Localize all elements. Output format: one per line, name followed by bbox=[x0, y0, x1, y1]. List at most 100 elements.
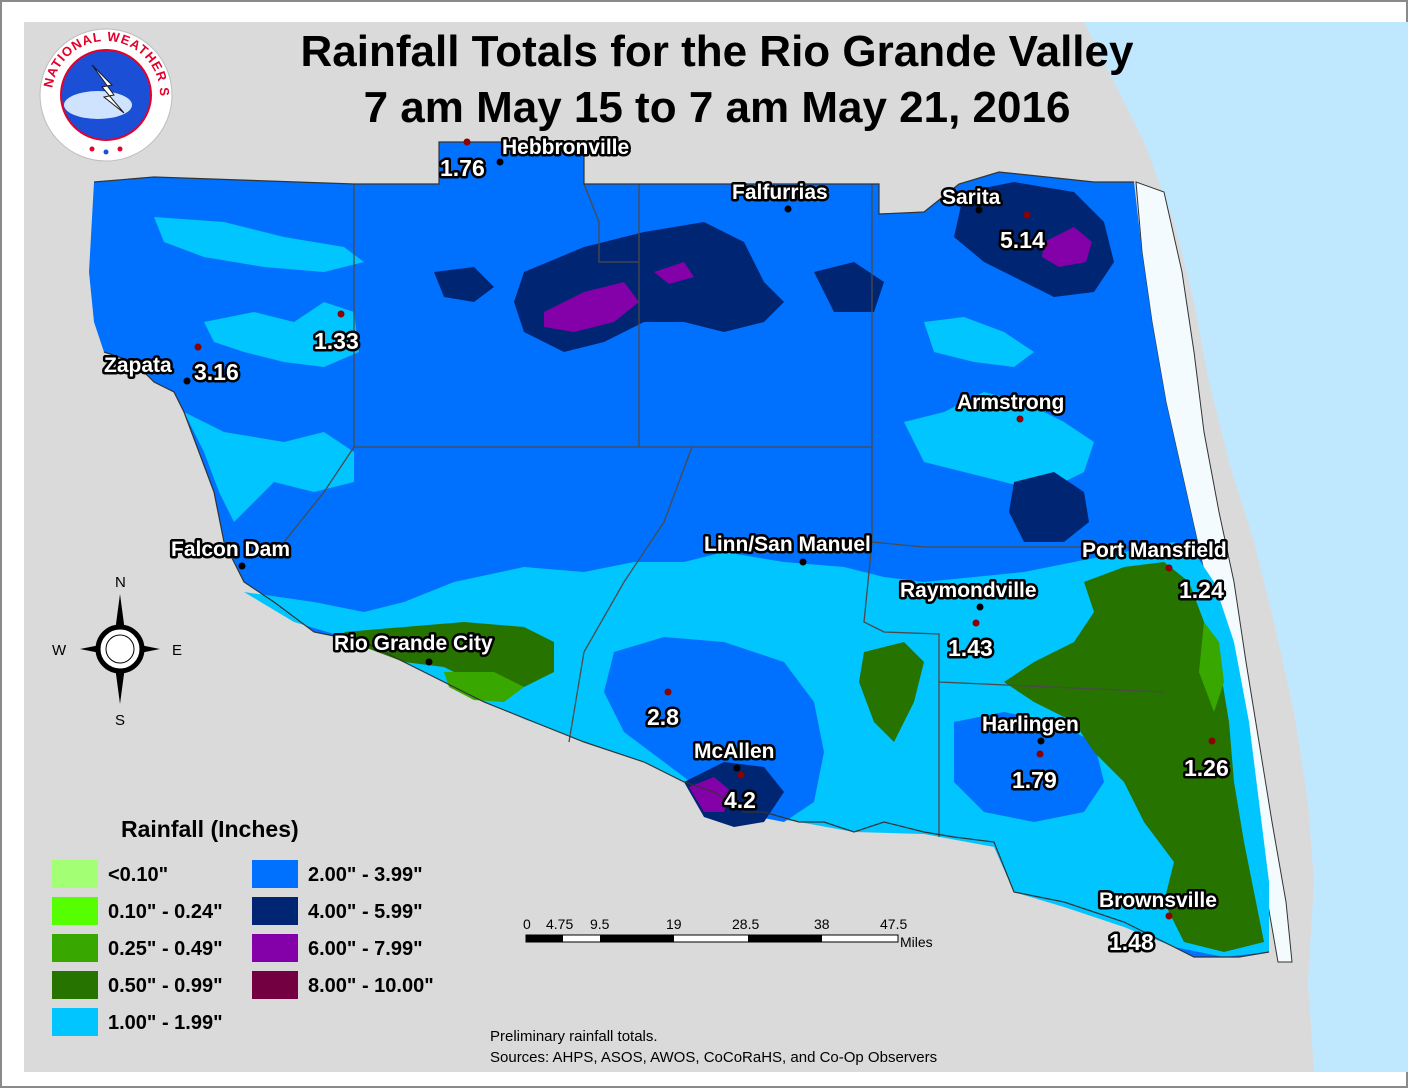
compass-north: N bbox=[115, 574, 126, 591]
station-dot bbox=[1208, 737, 1216, 745]
station-dot bbox=[337, 310, 345, 318]
rain-region-blue-harlingen bbox=[954, 712, 1104, 822]
total-label-raymondville: 1.43 bbox=[948, 635, 993, 661]
city-label-sarita: Sarita bbox=[942, 186, 1001, 209]
rain-region-navy-east bbox=[814, 262, 884, 312]
station-dot bbox=[972, 619, 980, 627]
total-label-laguna: 1.26 bbox=[1184, 755, 1229, 781]
rainfall-map: Hebbronville Falfurrias Sarita Zapata Ar… bbox=[24, 22, 1408, 1072]
city-label-falfurrias: Falfurrias bbox=[732, 181, 828, 204]
legend-title: Rainfall (Inches) bbox=[121, 816, 299, 842]
station-dot bbox=[1016, 415, 1024, 423]
city-label-brownsville: Brownsville bbox=[1099, 889, 1217, 912]
legend-swatch-0 bbox=[52, 860, 98, 888]
gulf-of-mexico bbox=[1084, 22, 1408, 1072]
city-label-hebbronville: Hebbronville bbox=[502, 136, 629, 159]
station-dot bbox=[425, 658, 433, 666]
rain-region-light-blue-ne bbox=[924, 317, 1034, 367]
scale-unit: Miles bbox=[900, 934, 933, 950]
city-label-falcon-dam: Falcon Dam bbox=[171, 538, 290, 561]
legend-swatch-1 bbox=[52, 897, 98, 925]
total-label-hebbronville: 1.76 bbox=[440, 155, 485, 181]
legend-label-6: 4.00" - 5.99" bbox=[308, 901, 423, 923]
legend-label-3: 0.50" - 0.99" bbox=[108, 975, 223, 997]
note-sources: Sources: AHPS, ASOS, AWOS, CoCoRaHS, and… bbox=[490, 1049, 937, 1066]
rain-region-purple-central-2 bbox=[654, 262, 694, 284]
compass-rose-icon: N S W E bbox=[52, 574, 182, 729]
city-label-linn-san-manuel: Linn/San Manuel bbox=[704, 533, 871, 556]
station-dot bbox=[737, 771, 745, 779]
legend-label-2: 0.25" - 0.49" bbox=[108, 938, 223, 960]
total-label-brownsville: 1.48 bbox=[1109, 929, 1154, 955]
city-labels: Hebbronville Falfurrias Sarita Zapata Ar… bbox=[102, 134, 1230, 915]
rain-region-bright-green-rgc bbox=[444, 672, 524, 702]
scale-tick-6: 47.5 bbox=[880, 916, 907, 932]
legend-swatch-5 bbox=[252, 860, 298, 888]
legend-swatch-8 bbox=[252, 971, 298, 999]
total-label-zapata-north: 1.33 bbox=[314, 328, 359, 354]
rain-region-purple-central bbox=[544, 282, 639, 332]
map-canvas: Hebbronville Falfurrias Sarita Zapata Ar… bbox=[39, 22, 1408, 1072]
rain-region-light-blue-west bbox=[184, 412, 354, 522]
station-dot bbox=[1037, 737, 1045, 745]
rain-region-navy-sarita bbox=[954, 182, 1114, 297]
legend-swatch-7 bbox=[252, 934, 298, 962]
station-dot bbox=[976, 603, 984, 611]
station-dot bbox=[463, 138, 471, 146]
city-label-mcallen: McAllen bbox=[694, 740, 775, 763]
total-label-port-mansfield: 1.24 bbox=[1179, 577, 1224, 603]
total-label-zapata: 3.16 bbox=[194, 359, 239, 385]
rain-region-light-blue-nw bbox=[204, 302, 359, 367]
station-dot bbox=[799, 558, 807, 566]
legend-swatch-4 bbox=[52, 1008, 98, 1036]
scale-tick-1: 4.75 bbox=[546, 916, 573, 932]
scale-bar: 0 4.75 9.5 19 28.5 38 47.5 Miles bbox=[523, 916, 933, 950]
rain-region-green-rgc bbox=[344, 622, 554, 687]
compass-east: E bbox=[172, 642, 182, 659]
rain-region-navy-armstrong bbox=[1009, 472, 1089, 542]
station-dot bbox=[496, 158, 504, 166]
region-outline bbox=[93, 141, 1270, 958]
compass-west: W bbox=[52, 642, 67, 659]
rain-region-green-coast bbox=[1004, 562, 1264, 952]
total-label-sarita: 5.14 bbox=[1000, 227, 1045, 253]
scale-tick-3: 19 bbox=[666, 916, 682, 932]
station-dot bbox=[1165, 912, 1173, 920]
rainfall-total-labels: 1.76 5.14 1.33 3.16 1.24 1.43 2.8 4.2 1.… bbox=[192, 153, 1232, 958]
station-dot bbox=[1023, 211, 1031, 219]
city-label-zapata: Zapata bbox=[104, 354, 172, 377]
rain-region-purple-sarita bbox=[1042, 227, 1092, 267]
rain-region-light-blue-top bbox=[154, 217, 364, 272]
total-label-mission: 2.8 bbox=[647, 704, 679, 730]
total-label-mcallen: 4.2 bbox=[724, 787, 756, 813]
city-label-rio-grande-city: Rio Grande City bbox=[334, 632, 493, 655]
station-dot bbox=[238, 562, 246, 570]
legend-label-5: 2.00" - 3.99" bbox=[308, 864, 423, 886]
station-dot bbox=[183, 377, 191, 385]
legend-label-0: <0.10" bbox=[108, 864, 168, 886]
station-markers bbox=[183, 138, 1216, 920]
legend-swatch-6 bbox=[252, 897, 298, 925]
scale-tick-2: 9.5 bbox=[590, 916, 610, 932]
rain-region-navy-west bbox=[434, 267, 494, 302]
scale-tick-5: 38 bbox=[814, 916, 830, 932]
legend-swatch-2 bbox=[52, 934, 98, 962]
station-dot bbox=[194, 343, 202, 351]
city-label-port-mansfield: Port Mansfield bbox=[1082, 539, 1227, 562]
rain-region-bright-green-coast bbox=[1199, 622, 1224, 712]
station-dot bbox=[1036, 750, 1044, 758]
legend-label-4: 1.00" - 1.99" bbox=[108, 1012, 223, 1034]
legend: Rainfall (Inches) <0.10" 0.10" - 0.24" 0.2… bbox=[52, 816, 434, 1036]
legend-swatch-3 bbox=[52, 971, 98, 999]
note-preliminary: Preliminary rainfall totals. bbox=[490, 1028, 658, 1045]
scale-tick-0: 0 bbox=[523, 916, 531, 932]
legend-label-1: 0.10" - 0.24" bbox=[108, 901, 223, 923]
scale-tick-4: 28.5 bbox=[732, 916, 759, 932]
station-dot bbox=[784, 205, 792, 213]
station-dot bbox=[975, 206, 983, 214]
total-label-harlingen: 1.79 bbox=[1012, 767, 1057, 793]
county-boundaries bbox=[283, 183, 1174, 837]
nws-logo-icon: NATIONAL WEATHER SERVICE bbox=[39, 28, 173, 162]
rain-region-purple-mcallen bbox=[689, 777, 732, 812]
